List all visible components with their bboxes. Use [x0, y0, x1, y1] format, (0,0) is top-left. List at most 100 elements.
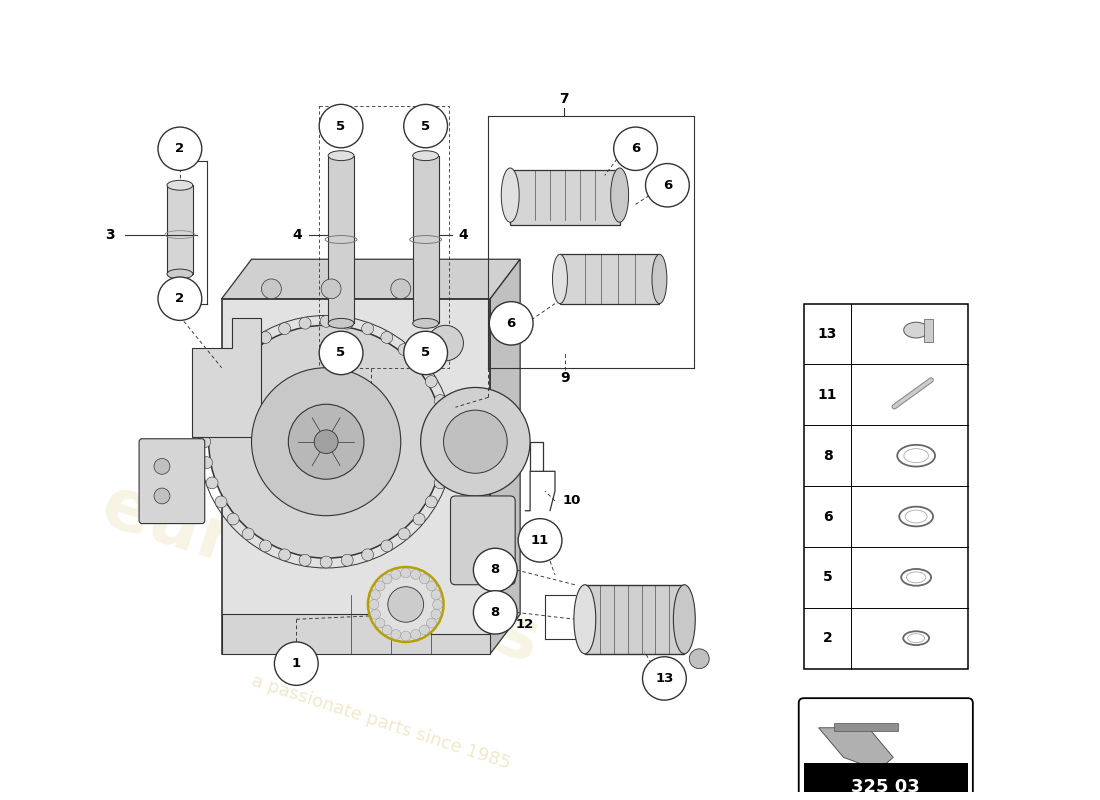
FancyBboxPatch shape [139, 438, 205, 523]
Text: 13: 13 [656, 672, 673, 685]
Circle shape [278, 549, 290, 561]
Bar [924, 319, 933, 342]
Circle shape [154, 458, 169, 474]
Circle shape [371, 610, 381, 619]
Circle shape [427, 581, 437, 591]
Text: 2: 2 [175, 292, 185, 305]
Circle shape [414, 358, 425, 370]
Text: 8: 8 [491, 606, 499, 619]
Text: 7: 7 [559, 93, 569, 106]
Circle shape [252, 368, 400, 516]
Ellipse shape [652, 254, 667, 304]
Ellipse shape [673, 585, 695, 654]
Circle shape [321, 279, 341, 298]
Bar [804, 304, 968, 669]
FancyBboxPatch shape [799, 698, 972, 800]
Circle shape [214, 376, 227, 387]
Polygon shape [191, 318, 262, 437]
Circle shape [400, 631, 410, 641]
Polygon shape [818, 728, 893, 770]
Text: 2: 2 [823, 631, 833, 645]
Circle shape [206, 394, 218, 406]
Circle shape [299, 554, 311, 566]
Circle shape [242, 528, 254, 540]
Circle shape [431, 590, 441, 600]
Circle shape [315, 430, 338, 454]
Text: 6: 6 [631, 142, 640, 155]
Circle shape [473, 548, 517, 592]
Ellipse shape [167, 180, 192, 190]
Circle shape [260, 540, 272, 552]
Ellipse shape [905, 510, 927, 523]
Circle shape [200, 457, 212, 469]
FancyBboxPatch shape [451, 496, 515, 585]
Text: 6: 6 [823, 510, 833, 523]
Text: 10: 10 [563, 494, 581, 507]
Text: 5: 5 [421, 346, 430, 359]
Ellipse shape [610, 168, 628, 222]
Text: 5: 5 [337, 346, 345, 359]
Circle shape [242, 344, 254, 355]
Text: a passionate parts since 1985: a passionate parts since 1985 [249, 672, 513, 774]
Circle shape [388, 586, 424, 622]
Text: 9: 9 [560, 370, 570, 385]
Ellipse shape [328, 150, 354, 161]
Text: 4: 4 [459, 227, 469, 242]
Polygon shape [834, 723, 899, 730]
Circle shape [434, 394, 447, 406]
Circle shape [414, 513, 425, 525]
Ellipse shape [906, 572, 926, 582]
Circle shape [646, 163, 690, 207]
Circle shape [642, 657, 686, 700]
Ellipse shape [903, 631, 929, 645]
Ellipse shape [899, 506, 933, 526]
Text: 4: 4 [293, 227, 303, 242]
Circle shape [440, 415, 452, 426]
Circle shape [690, 649, 710, 669]
Circle shape [341, 554, 353, 566]
Text: eurospares: eurospares [94, 471, 549, 678]
Circle shape [614, 127, 658, 170]
Circle shape [206, 477, 218, 489]
Text: 1: 1 [292, 657, 301, 670]
Circle shape [375, 618, 385, 628]
Text: 6: 6 [507, 317, 516, 330]
Bar [560, 254, 659, 304]
Text: 5: 5 [823, 570, 833, 584]
Circle shape [404, 331, 448, 374]
Ellipse shape [412, 150, 439, 161]
Circle shape [382, 574, 392, 584]
Text: 325 03: 325 03 [851, 778, 921, 796]
Text: 2: 2 [175, 142, 185, 155]
Circle shape [320, 315, 332, 327]
Text: 5: 5 [337, 119, 345, 133]
Circle shape [209, 326, 443, 558]
Ellipse shape [908, 634, 924, 642]
Ellipse shape [901, 569, 931, 586]
Ellipse shape [552, 254, 568, 304]
Circle shape [154, 488, 169, 504]
Circle shape [419, 625, 429, 635]
Polygon shape [222, 614, 491, 654]
Circle shape [274, 642, 318, 686]
Ellipse shape [502, 168, 519, 222]
Circle shape [288, 404, 364, 479]
Text: 5: 5 [421, 119, 430, 133]
Circle shape [404, 104, 448, 148]
Ellipse shape [412, 318, 439, 328]
Circle shape [260, 331, 272, 343]
Circle shape [341, 318, 353, 329]
Circle shape [362, 549, 374, 561]
Circle shape [490, 302, 534, 345]
Circle shape [228, 358, 239, 370]
Circle shape [427, 618, 437, 628]
Bar [167, 186, 192, 274]
Text: 13: 13 [818, 327, 837, 341]
Circle shape [390, 630, 400, 639]
Ellipse shape [328, 318, 354, 328]
Circle shape [200, 415, 212, 426]
Circle shape [367, 567, 443, 642]
Circle shape [431, 610, 441, 619]
Text: 3: 3 [106, 227, 116, 242]
Circle shape [400, 568, 410, 578]
